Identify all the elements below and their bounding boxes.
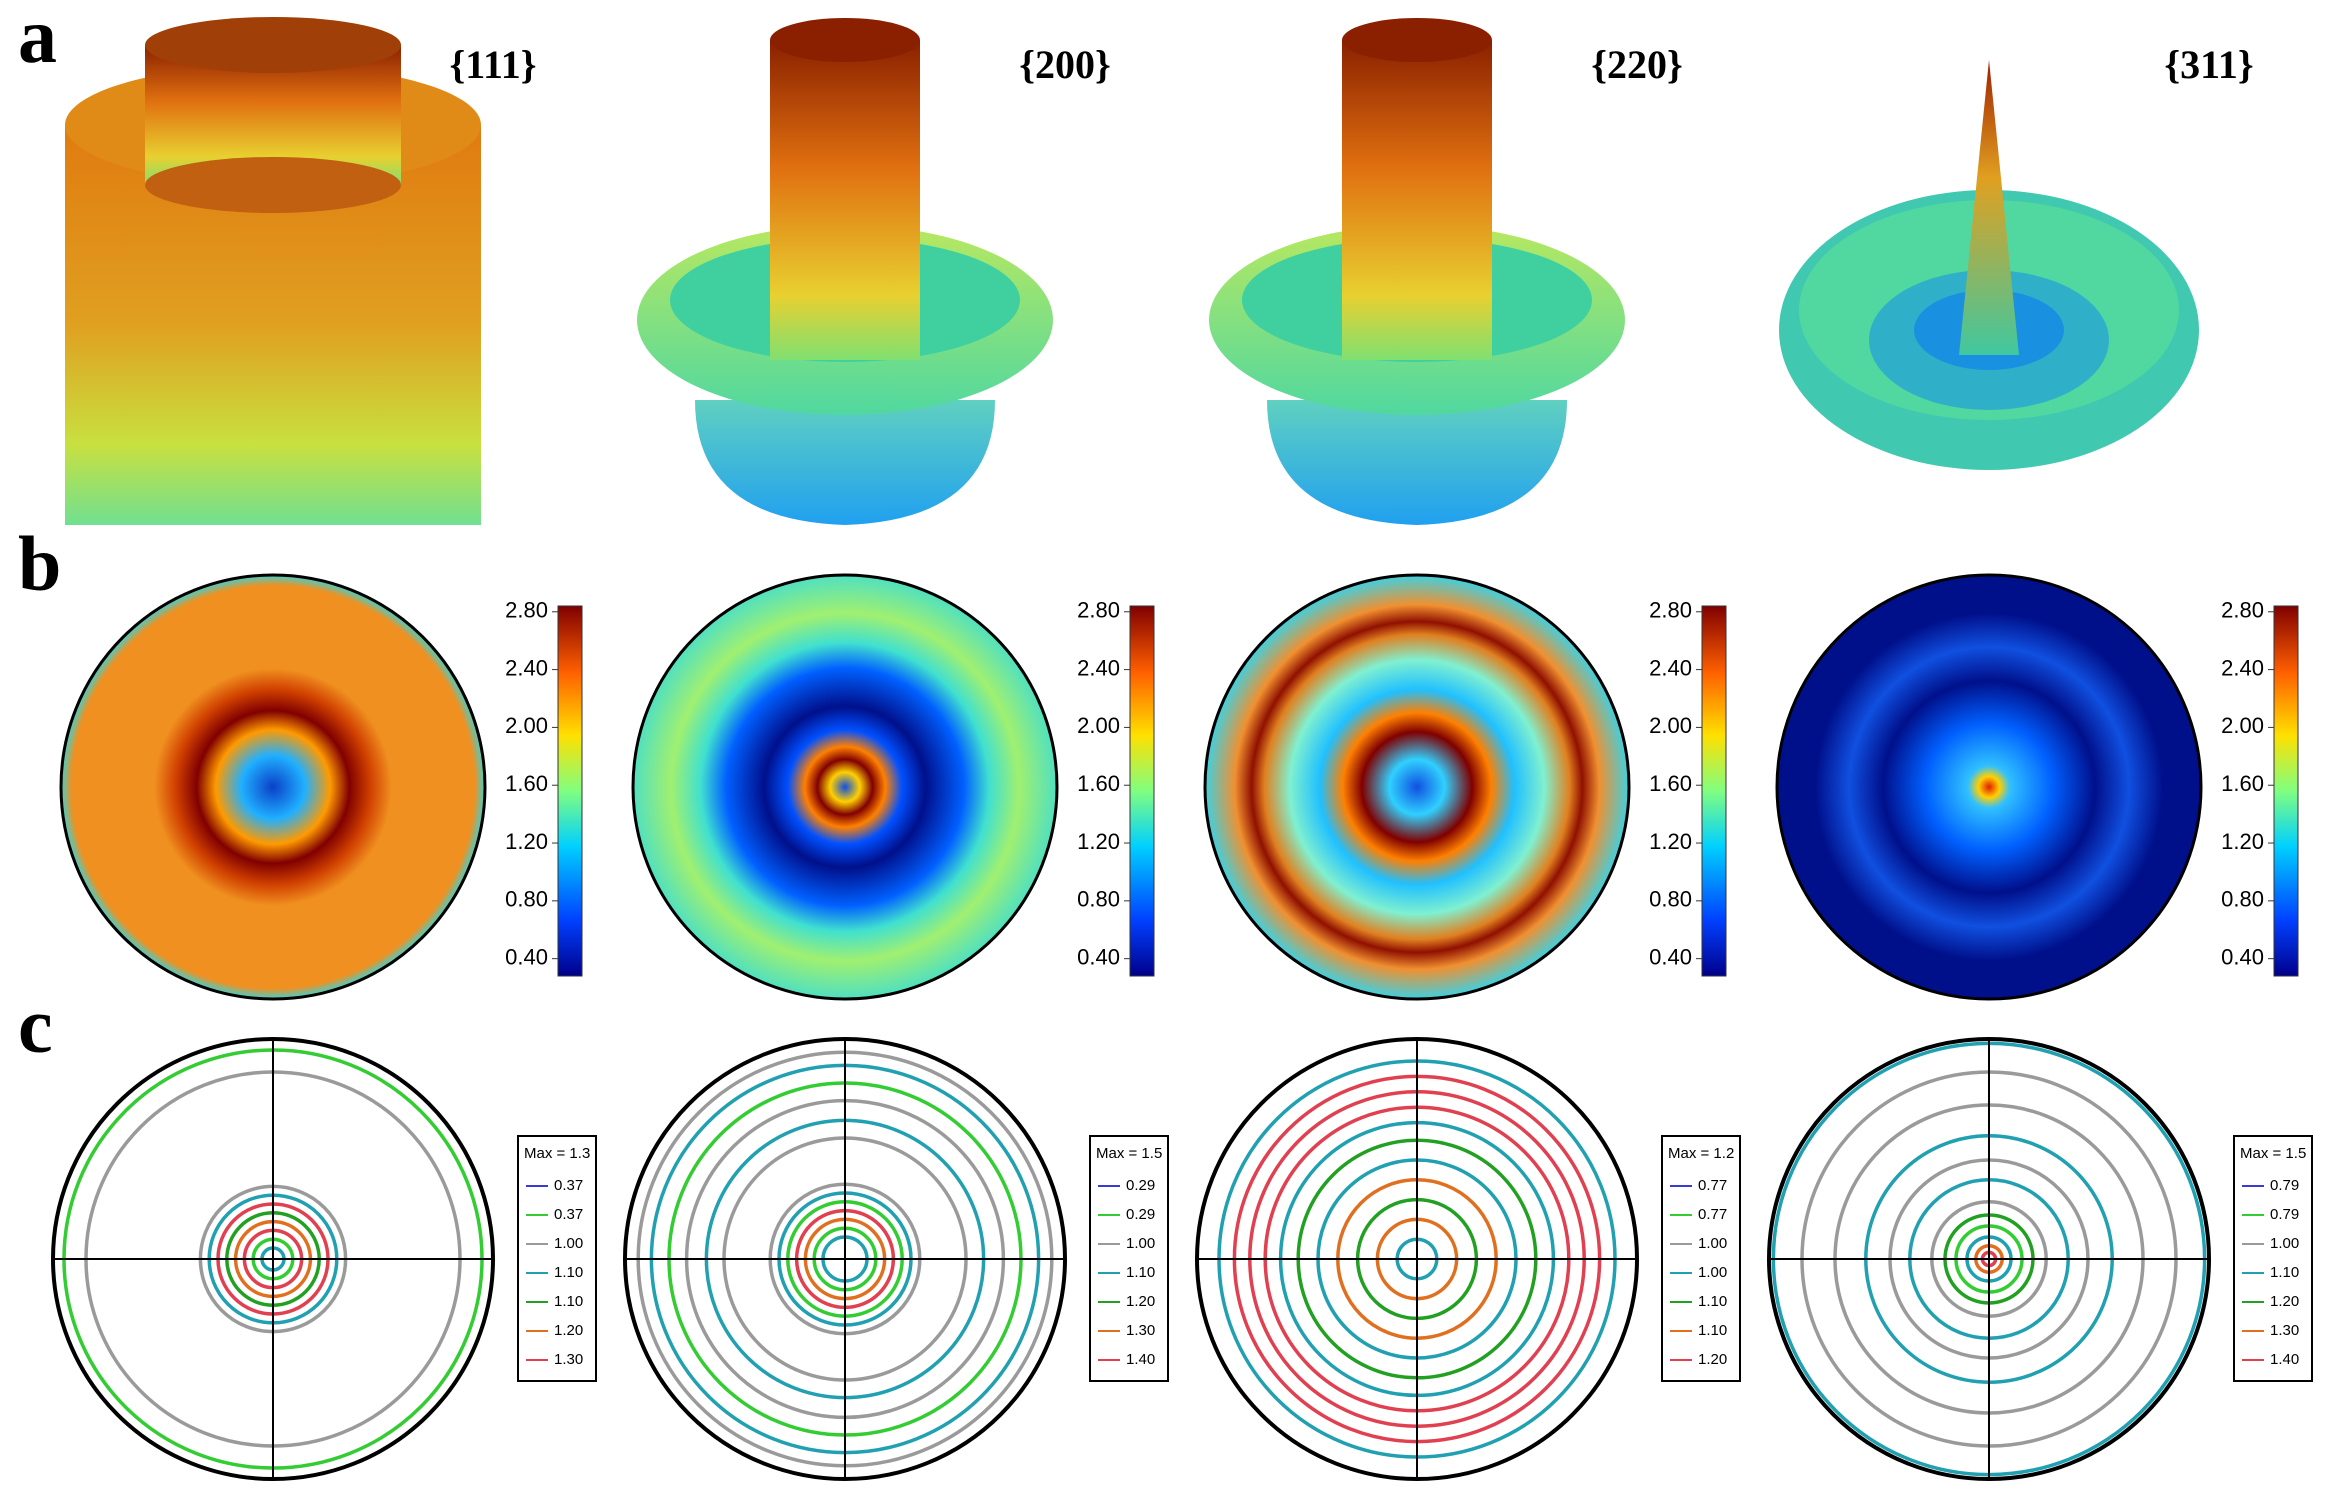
plane-label: {111}	[449, 42, 536, 87]
colorbar-tick-label: 0.40	[2221, 944, 2264, 969]
colorbar-tick-label: 2.00	[505, 713, 548, 738]
legend-label: 1.00	[1698, 1235, 1727, 1252]
legend-label: 1.00	[554, 1235, 583, 1252]
surface	[1267, 400, 1567, 525]
legend-label: 1.20	[1126, 1293, 1155, 1310]
panel-label: a	[18, 0, 57, 79]
legend-box	[1661, 1135, 1741, 1382]
colorbar-tick-label: 2.40	[1077, 655, 1120, 680]
colorbar-tick-label: 2.80	[1077, 598, 1120, 623]
legend-label: 1.10	[2270, 1264, 2299, 1281]
surface	[145, 17, 401, 73]
legend-label: 1.00	[1126, 1235, 1155, 1252]
colorbar-tick-label: 2.80	[2221, 598, 2264, 623]
colorbar-tick-label: 2.00	[1649, 713, 1692, 738]
legend-title: Max = 1.5	[1096, 1145, 1162, 1162]
colorbar-tick-label: 1.20	[505, 829, 548, 854]
legend-box	[1089, 1135, 1169, 1382]
legend-label: 0.37	[554, 1206, 583, 1223]
legend-label: 0.29	[1126, 1206, 1155, 1223]
legend-label: 1.30	[2270, 1322, 2299, 1339]
colorbar	[557, 605, 583, 977]
colorbar-tick-label: 2.40	[2221, 655, 2264, 680]
colorbar-tick-label: 2.00	[2221, 713, 2264, 738]
colorbar-tick-label: 1.20	[1077, 829, 1120, 854]
colorbar-tick-label: 1.60	[1077, 771, 1120, 796]
legend-label: 1.10	[1698, 1293, 1727, 1310]
pole-figure	[59, 573, 487, 1001]
legend-label: 1.10	[1698, 1322, 1727, 1339]
legend-label: 0.79	[2270, 1177, 2299, 1194]
pole-figure	[1775, 573, 2203, 1001]
legend-box	[2233, 1135, 2313, 1382]
legend-box	[517, 1135, 597, 1382]
colorbar	[2273, 605, 2299, 977]
colorbar-tick-label: 1.20	[2221, 829, 2264, 854]
legend-title: Max = 1.2	[1668, 1145, 1734, 1162]
colorbar-tick-label: 1.60	[1649, 771, 1692, 796]
legend-label: 0.77	[1698, 1177, 1727, 1194]
pole-figure	[1203, 573, 1631, 1001]
surface	[1342, 18, 1492, 62]
colorbar-tick-label: 1.60	[2221, 771, 2264, 796]
surface	[1959, 60, 2019, 355]
legend-label: 1.40	[1126, 1351, 1155, 1368]
colorbar-tick-label: 1.20	[1649, 829, 1692, 854]
plane-label: {200}	[1019, 42, 1111, 87]
legend-label: 1.10	[1126, 1264, 1155, 1281]
legend-label: 1.10	[554, 1293, 583, 1310]
plane-label: {220}	[1591, 42, 1683, 87]
colorbar-tick-label: 0.40	[505, 944, 548, 969]
legend-label: 1.00	[2270, 1235, 2299, 1252]
colorbar-tick-label: 0.40	[1649, 944, 1692, 969]
legend-label: 1.30	[554, 1351, 583, 1368]
colorbar-tick-label: 2.00	[1077, 713, 1120, 738]
colorbar-tick-label: 0.80	[505, 887, 548, 912]
plane-label: {311}	[2164, 42, 2253, 87]
legend-title: Max = 1.5	[2240, 1145, 2306, 1162]
colorbar-tick-label: 0.80	[1649, 887, 1692, 912]
legend-label: 0.77	[1698, 1206, 1727, 1223]
legend-label: 1.30	[1126, 1322, 1155, 1339]
colorbar	[1129, 605, 1155, 977]
colorbar-tick-label: 2.40	[1649, 655, 1692, 680]
surface	[695, 400, 995, 525]
legend-label: 1.00	[1698, 1264, 1727, 1281]
colorbar-tick-label: 0.80	[2221, 887, 2264, 912]
colorbar	[1701, 605, 1727, 977]
panel-label: b	[18, 520, 61, 607]
legend-label: 0.29	[1126, 1177, 1155, 1194]
legend-label: 1.20	[1698, 1351, 1727, 1368]
colorbar-tick-label: 0.40	[1077, 944, 1120, 969]
colorbar-tick-label: 0.80	[1077, 887, 1120, 912]
surface	[770, 40, 920, 360]
pole-figure	[631, 573, 1059, 1001]
surface	[770, 18, 920, 62]
colorbar-tick-label: 2.80	[505, 598, 548, 623]
legend-label: 0.79	[2270, 1206, 2299, 1223]
panel-label: c	[18, 982, 53, 1069]
colorbar-tick-label: 2.40	[505, 655, 548, 680]
legend-label: 1.20	[554, 1322, 583, 1339]
legend-label: 1.10	[554, 1264, 583, 1281]
legend-label: 1.40	[2270, 1351, 2299, 1368]
colorbar-tick-label: 2.80	[1649, 598, 1692, 623]
colorbar-tick-label: 1.60	[505, 771, 548, 796]
surface	[145, 157, 401, 213]
legend-label: 1.20	[2270, 1293, 2299, 1310]
legend-label: 0.37	[554, 1177, 583, 1194]
legend-title: Max = 1.3	[524, 1145, 590, 1162]
surface	[1342, 40, 1492, 360]
